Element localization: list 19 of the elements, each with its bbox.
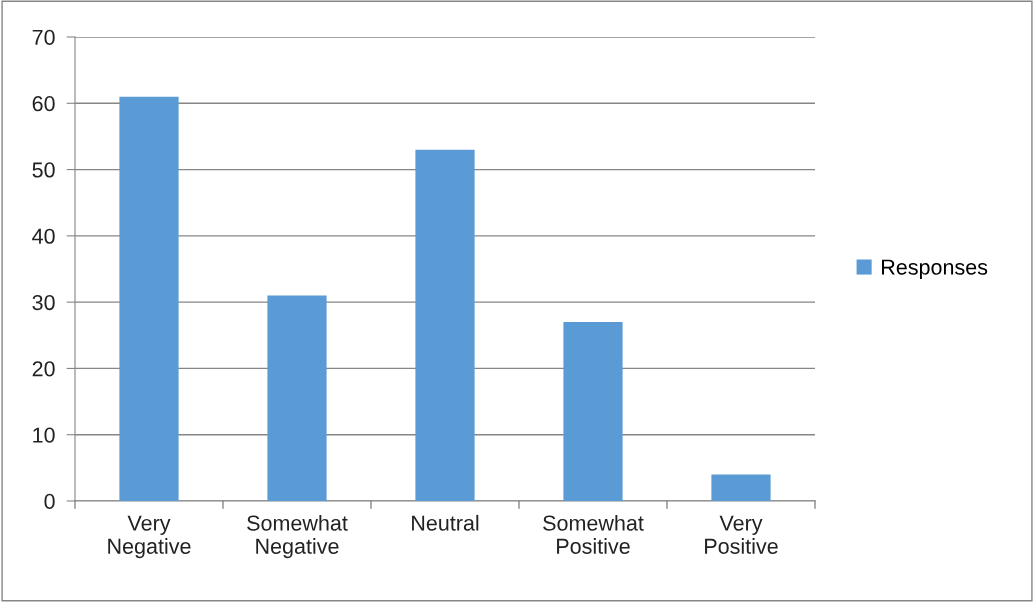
y-tick-label: 60 xyxy=(32,96,55,112)
bar xyxy=(711,474,771,501)
y-tick-label: 10 xyxy=(33,427,55,443)
y-tick-label: 20 xyxy=(32,361,55,377)
bar xyxy=(267,295,327,501)
bar xyxy=(563,322,623,501)
y-tick-label: 30 xyxy=(32,294,55,311)
bar xyxy=(415,149,475,501)
y-tick-label: 70 xyxy=(32,29,55,46)
y-tick-label: 50 xyxy=(32,162,55,178)
y-tick-label: 40 xyxy=(32,228,55,244)
x-tick-label: Neutral xyxy=(412,514,479,531)
x-tick-label: Somewhat Positive xyxy=(543,514,644,554)
x-tick-label: Very Negative xyxy=(108,515,191,559)
legend-label: Responses xyxy=(882,259,988,280)
x-tick-label: Very Positive xyxy=(705,515,778,554)
bar xyxy=(119,96,179,501)
x-tick-label: Somewhat Negative xyxy=(247,514,348,559)
y-tick-label: 0 xyxy=(44,493,55,510)
